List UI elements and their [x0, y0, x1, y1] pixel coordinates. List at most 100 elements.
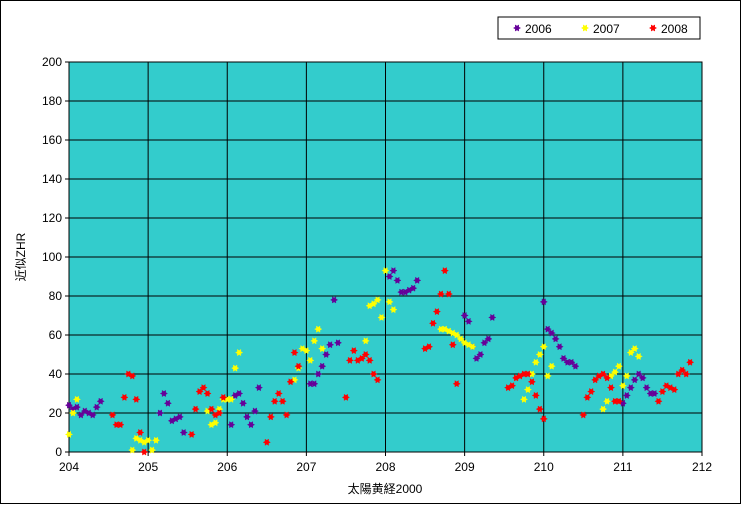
data-point [155, 409, 165, 417]
data-point [231, 391, 240, 399]
x-tick-label: 211 [613, 460, 632, 474]
data-point [409, 284, 418, 292]
data-point [610, 368, 620, 376]
data-point [298, 345, 307, 353]
data-point [432, 308, 441, 316]
y-tick-label: 80 [49, 289, 63, 303]
data-point [389, 267, 398, 275]
data-point [385, 298, 394, 306]
data-point [381, 267, 390, 275]
data-point [84, 409, 93, 417]
data-point [215, 409, 224, 417]
data-point [413, 276, 422, 284]
data-point [662, 382, 671, 390]
data-point [159, 390, 168, 397]
data-point [579, 411, 588, 419]
data-point [428, 319, 438, 327]
data-point [211, 419, 220, 427]
data-point [444, 290, 453, 298]
data-point [310, 380, 319, 388]
data-point [64, 430, 74, 438]
data-point [373, 296, 382, 304]
y-tick-label: 60 [49, 328, 63, 342]
data-point [151, 436, 161, 444]
data-point [583, 393, 592, 401]
data-point [68, 409, 78, 417]
data-point [203, 407, 212, 415]
data-point [365, 356, 374, 364]
data-point [369, 370, 378, 378]
y-tick-label: 200 [42, 55, 62, 69]
data-point [128, 446, 137, 454]
data-point [207, 405, 216, 413]
data-point [547, 329, 556, 337]
data-point [527, 378, 536, 386]
data-point [191, 405, 200, 413]
legend: 2006 2007 2008 [497, 16, 701, 40]
data-point [250, 407, 259, 415]
data-point [270, 397, 279, 405]
x-tick-label: 210 [534, 460, 554, 474]
data-point [136, 436, 145, 444]
data-point [535, 405, 544, 413]
y-tick-label: 0 [55, 445, 62, 459]
data-point [603, 374, 612, 382]
series-2008 [108, 267, 695, 456]
data-point [302, 347, 311, 355]
data-point [341, 393, 350, 401]
data-point [650, 390, 659, 397]
data-point [167, 417, 176, 425]
data-point [187, 430, 196, 438]
data-point [326, 341, 335, 349]
data-point [614, 362, 623, 370]
data-point [634, 352, 643, 360]
data-point [318, 362, 327, 370]
data-point [207, 421, 216, 429]
x-tick-label: 207 [296, 460, 316, 474]
x-tick-label: 204 [59, 460, 79, 474]
data-point [444, 327, 453, 335]
data-point [488, 313, 497, 321]
data-point [349, 347, 358, 355]
data-point [373, 376, 382, 384]
data-point [464, 341, 473, 349]
data-point [686, 358, 695, 366]
legend-label-2007: 2007 [593, 22, 620, 36]
data-point [227, 421, 236, 429]
data-point [515, 372, 525, 380]
data-point [424, 343, 434, 351]
legend-box [497, 16, 701, 40]
y-tick-label: 160 [42, 133, 62, 147]
y-tick-label: 180 [42, 94, 62, 108]
data-point [571, 362, 580, 370]
data-point [460, 339, 469, 347]
legend-marker-2007 [580, 24, 590, 32]
data-point [282, 411, 291, 419]
data-point [535, 351, 544, 358]
data-point [606, 384, 616, 392]
data-point [622, 391, 631, 399]
data-point [539, 415, 548, 423]
data-point [262, 438, 271, 446]
data-point [421, 345, 430, 353]
data-point [452, 380, 461, 388]
data-point [96, 397, 105, 405]
data-point [468, 343, 477, 351]
y-tick-label: 140 [42, 172, 62, 186]
data-point [266, 413, 275, 421]
y-tick-label: 120 [42, 211, 62, 225]
data-point [227, 395, 236, 403]
data-point [353, 356, 362, 364]
data-point [440, 267, 449, 275]
data-point [460, 312, 469, 319]
data-point [314, 370, 323, 378]
data-point [88, 411, 97, 419]
data-point [132, 395, 141, 403]
data-point [508, 382, 517, 390]
data-point [666, 384, 675, 392]
data-point [393, 276, 402, 284]
data-point [531, 358, 540, 366]
data-point [140, 448, 149, 456]
data-point [274, 390, 283, 397]
